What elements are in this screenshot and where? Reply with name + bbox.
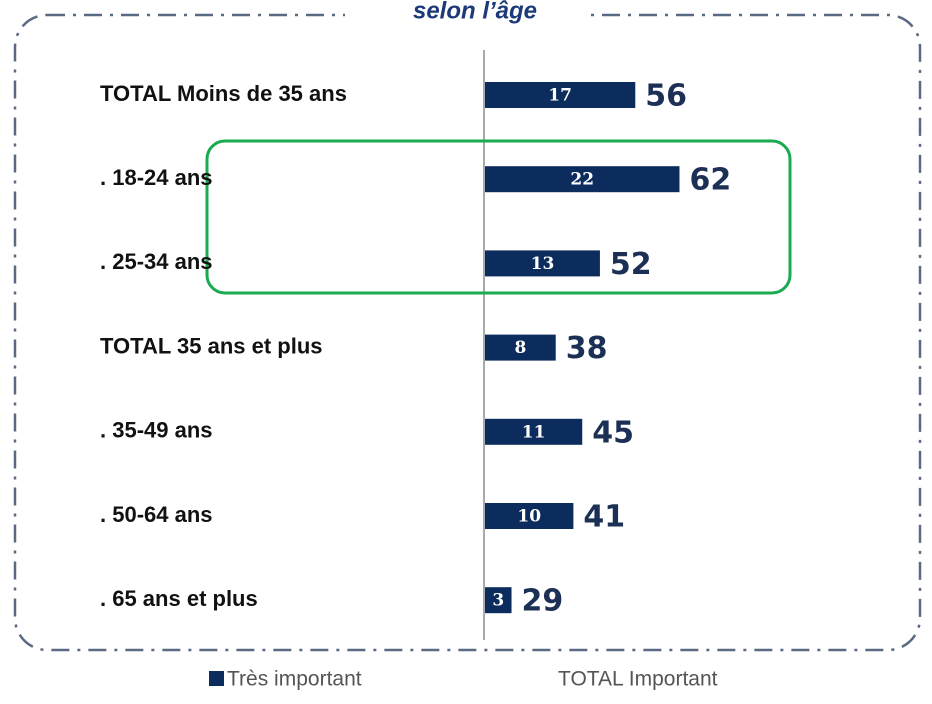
total-label: 45 <box>592 415 634 450</box>
category-label: . 35-49 ans <box>100 418 213 443</box>
bar-value-label: 11 <box>522 422 546 442</box>
bar-value-label: 17 <box>548 86 572 106</box>
bar <box>485 418 583 445</box>
chart-title: selon l’âge <box>413 0 537 24</box>
bar <box>485 587 512 614</box>
bar <box>485 166 680 193</box>
bar <box>485 82 636 108</box>
bar-value-label: 3 <box>492 591 504 611</box>
title-bg <box>345 0 585 30</box>
legend-label: TOTAL Important <box>558 668 718 691</box>
category-label: . 65 ans et plus <box>100 586 258 611</box>
total-label: 41 <box>583 500 625 535</box>
highlight-box <box>205 139 792 295</box>
total-label: 56 <box>645 79 687 114</box>
bar <box>485 503 574 529</box>
category-label: . 25-34 ans <box>100 249 213 274</box>
category-label: TOTAL 35 ans et plus <box>100 333 323 358</box>
bar-value-label: 13 <box>531 254 555 274</box>
bar-value-label: 8 <box>514 338 526 358</box>
total-label: 62 <box>689 163 731 198</box>
legend-label: Très important <box>227 668 362 691</box>
bar-value-label: 22 <box>570 170 594 190</box>
legend-swatch <box>209 671 224 686</box>
category-label: TOTAL Moins de 35 ans <box>100 81 347 106</box>
bar-value-label: 10 <box>517 507 541 527</box>
category-label: . 18-24 ans <box>100 165 213 190</box>
bar <box>485 334 556 361</box>
bar <box>485 250 600 277</box>
category-label: . 50-64 ans <box>100 502 213 527</box>
total-label: 38 <box>566 331 608 366</box>
total-label: 52 <box>610 247 652 282</box>
total-label: 29 <box>522 584 564 619</box>
